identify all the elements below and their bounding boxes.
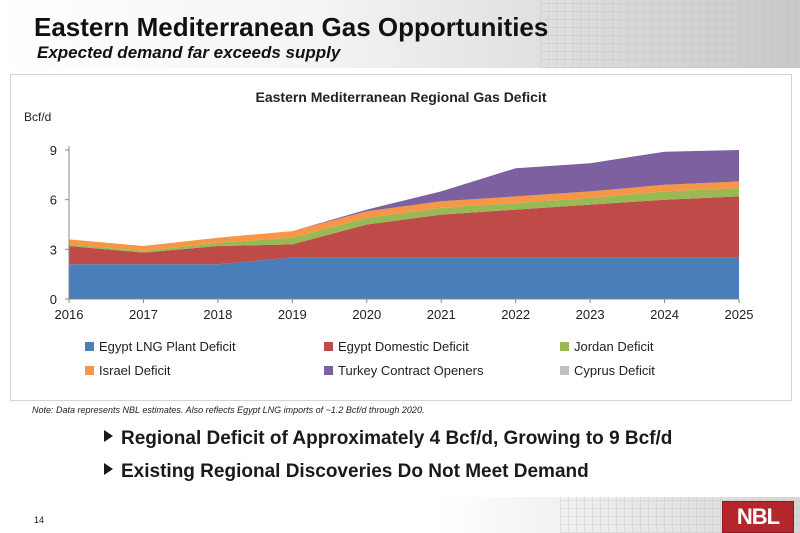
series-area-1 <box>69 196 739 265</box>
bullet-arrow-icon <box>104 463 113 475</box>
x-tick-label: 2019 <box>278 307 307 322</box>
y-tick-label: 3 <box>50 242 57 257</box>
bullet-arrow-icon <box>104 430 113 442</box>
series-area-4 <box>69 150 739 246</box>
x-tick-label: 2020 <box>352 307 381 322</box>
page-subtitle: Expected demand far exceeds supply <box>37 43 341 62</box>
legend-label: Turkey Contract Openers <box>338 363 484 378</box>
chart-title: Eastern Mediterranean Regional Gas Defic… <box>256 89 547 105</box>
bullet-item: Regional Deficit of Approximately 4 Bcf/… <box>104 428 672 450</box>
x-tick-label: 2023 <box>576 307 605 322</box>
legend-swatch <box>85 342 94 351</box>
nbl-logo: NBL <box>722 501 794 533</box>
logo-text: NBL <box>736 504 780 529</box>
page-number: 14 <box>34 515 45 525</box>
header-pattern <box>540 0 800 68</box>
y-tick-label: 0 <box>50 292 57 307</box>
legend-label: Cyprus Deficit <box>574 363 655 378</box>
series-area-2 <box>69 188 739 253</box>
y-axis-label: Bcf/d <box>24 110 51 124</box>
legend-label: Egypt LNG Plant Deficit <box>99 339 236 354</box>
x-tick-label: 2021 <box>427 307 456 322</box>
y-tick-label: 9 <box>50 143 57 158</box>
footer-band <box>0 497 800 533</box>
x-tick-label: 2024 <box>650 307 679 322</box>
footnote: Note: Data represents NBL estimates. Als… <box>32 405 425 415</box>
series-area-3 <box>69 181 739 251</box>
header-banner <box>0 0 800 68</box>
bullet-text: Existing Regional Discoveries Do Not Mee… <box>121 461 589 482</box>
legend-swatch <box>560 342 569 351</box>
page-title: Eastern Mediterranean Gas Opportunities <box>34 12 549 42</box>
x-tick-label: 2016 <box>55 307 84 322</box>
x-tick-label: 2022 <box>501 307 530 322</box>
x-tick-label: 2025 <box>725 307 754 322</box>
legend-label: Egypt Domestic Deficit <box>338 339 469 354</box>
legend-swatch <box>85 366 94 375</box>
legend-swatch <box>324 342 333 351</box>
legend-label: Jordan Deficit <box>574 339 654 354</box>
series-area-0 <box>69 257 739 299</box>
x-tick-label: 2017 <box>129 307 158 322</box>
legend-swatch <box>324 366 333 375</box>
chart-container: Eastern Mediterranean Regional Gas Defic… <box>10 74 792 401</box>
x-tick-label: 2018 <box>203 307 232 322</box>
gas-deficit-chart: Eastern Mediterranean Regional Gas Defic… <box>24 89 754 378</box>
y-tick-label: 6 <box>50 193 57 208</box>
legend-label: Israel Deficit <box>99 363 171 378</box>
bullet-text: Regional Deficit of Approximately 4 Bcf/… <box>121 428 673 449</box>
legend-swatch <box>560 366 569 375</box>
bullet-item: Existing Regional Discoveries Do Not Mee… <box>104 461 589 483</box>
